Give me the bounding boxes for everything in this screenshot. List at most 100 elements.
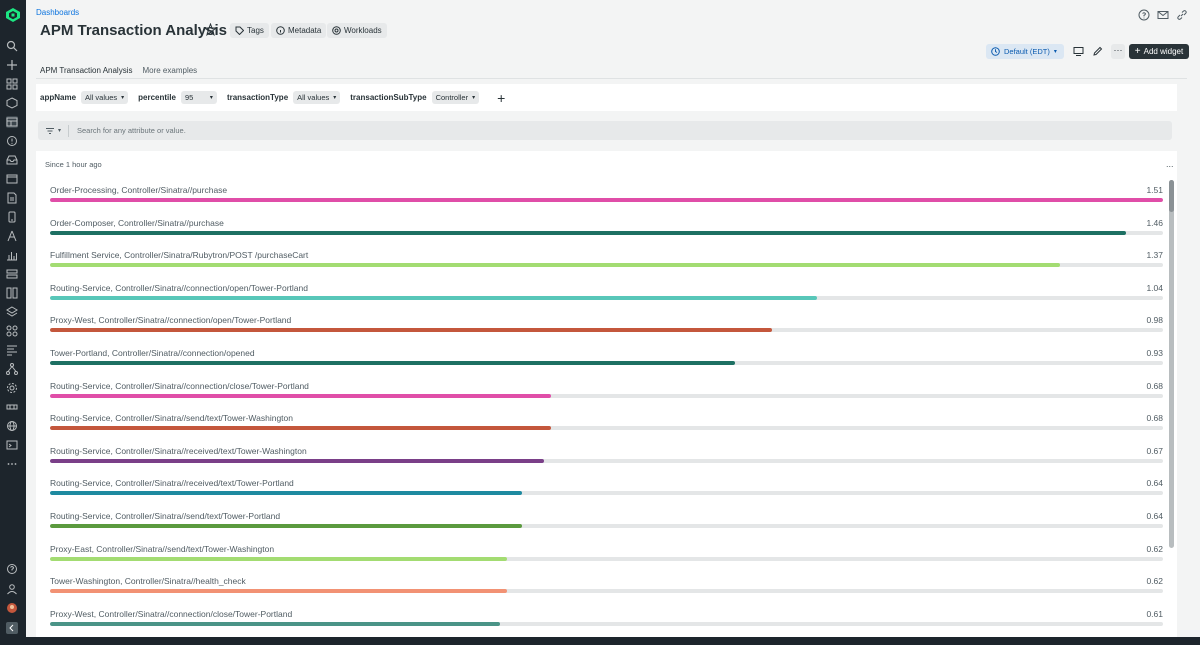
variable-label-transactionsubtype: transactionSubType [350, 93, 427, 102]
help-icon[interactable] [6, 563, 18, 575]
tags-button[interactable]: Tags [230, 23, 269, 38]
logs-icon[interactable] [6, 192, 18, 204]
search-divider [68, 124, 69, 137]
more-options-button[interactable]: ··· [1111, 44, 1125, 59]
help-circle-icon[interactable] [1138, 9, 1150, 21]
globe-icon[interactable] [6, 420, 18, 432]
bar-row[interactable]: Routing-Service, Controller/Sinatra//sen… [50, 511, 1163, 541]
add-widget-button[interactable]: + Add widget [1129, 44, 1189, 59]
link-icon[interactable] [1176, 9, 1188, 21]
transactionsubtype-select[interactable]: Controller ▾ [431, 91, 480, 104]
bar-track [50, 361, 1163, 365]
bar-track [50, 295, 1163, 300]
browser-icon[interactable] [6, 173, 18, 185]
bar-value: 1.51 [1146, 185, 1163, 195]
collapse-nav-icon[interactable] [6, 622, 18, 634]
dashboards-icon[interactable] [6, 116, 18, 128]
bar-row[interactable]: Order-Composer, Controller/Sinatra//purc… [50, 218, 1163, 248]
bar-row[interactable]: Routing-Service, Controller/Sinatra//rec… [50, 478, 1163, 508]
bar-label: Proxy-West, Controller/Sinatra//connecti… [50, 315, 292, 326]
bar-track [50, 458, 1163, 463]
metrics-icon[interactable] [6, 249, 18, 261]
bar-fill [50, 295, 817, 300]
mobile-icon[interactable] [6, 211, 18, 223]
filter-search-bar[interactable]: ▾ Search for any attribute or value. [38, 121, 1172, 140]
percentile-value: 95 [184, 93, 194, 102]
bar-row[interactable]: Routing-Service, Controller/Sinatra//con… [50, 283, 1163, 313]
synthetics-icon[interactable] [6, 230, 18, 242]
bar-label: Routing-Service, Controller/Sinatra//sen… [50, 413, 293, 424]
bar-row[interactable]: Proxy-West, Controller/Sinatra//connecti… [50, 609, 1163, 639]
more-nav-icon[interactable] [6, 458, 18, 470]
bar-label: Routing-Service, Controller/Sinatra//con… [50, 380, 309, 391]
transactiontype-value: All values [297, 93, 330, 102]
integrations-icon[interactable] [6, 325, 18, 337]
chevron-down-icon: ▾ [121, 95, 125, 101]
bar-value: 1.04 [1146, 282, 1163, 293]
metadata-button[interactable]: Metadata [271, 23, 327, 38]
tags-label: Tags [247, 26, 264, 35]
service-map-icon[interactable] [6, 363, 18, 375]
tab-divider [36, 78, 1187, 79]
scrollbar-thumb[interactable] [1169, 180, 1174, 212]
terminal-icon[interactable] [6, 439, 18, 451]
new-relic-logo-icon[interactable] [5, 7, 21, 23]
bar-row[interactable]: Routing-Service, Controller/Sinatra//con… [50, 381, 1163, 411]
bar-fill [50, 491, 522, 496]
bar-row[interactable]: Routing-Service, Controller/Sinatra//sen… [50, 413, 1163, 443]
percentile-select[interactable]: 95 ▾ [180, 91, 217, 104]
timezone-picker-button[interactable]: Default (EDT) ▾ [986, 44, 1064, 59]
bar-fill [50, 230, 1127, 235]
bar-row[interactable]: Fulfillment Service, Controller/Sinatra/… [50, 250, 1163, 280]
bar-row[interactable]: Proxy-East, Controller/Sinatra//send/tex… [50, 544, 1163, 574]
bar-track [50, 491, 1163, 496]
bar-label: Routing-Service, Controller/Sinatra//rec… [50, 478, 294, 489]
bar-row[interactable]: Tower-Portland, Controller/Sinatra//conn… [50, 348, 1163, 378]
kubernetes-icon[interactable] [6, 287, 18, 299]
edit-pencil-icon[interactable] [1091, 45, 1104, 58]
bar-row[interactable]: Order-Processing, Controller/Sinatra//pu… [50, 185, 1163, 215]
network-icon[interactable] [6, 401, 18, 413]
entities-icon[interactable] [6, 97, 18, 109]
bar-track [50, 621, 1163, 626]
bar-label: Routing-Service, Controller/Sinatra//sen… [50, 511, 281, 521]
workloads-button[interactable]: Workloads [327, 23, 387, 38]
chevron-down-icon: ▾ [209, 95, 213, 101]
appname-select[interactable]: All values ▾ [81, 91, 129, 104]
timezone-label: Default (EDT) [1004, 47, 1050, 56]
bar-value: 0.64 [1146, 511, 1163, 521]
bar-track [50, 426, 1163, 431]
alerts-icon[interactable] [6, 135, 18, 147]
breadcrumb[interactable]: Dashboards [36, 8, 80, 17]
bar-fill [50, 426, 552, 431]
scrollbar-track[interactable] [1169, 180, 1174, 548]
bar-row[interactable]: Proxy-West, Controller/Sinatra//connecti… [50, 315, 1163, 345]
infrastructure-icon[interactable] [6, 268, 18, 280]
transactiontype-select[interactable]: All values ▾ [293, 91, 341, 104]
bar-row[interactable]: Routing-Service, Controller/Sinatra//rec… [50, 446, 1163, 476]
bar-row[interactable]: Tower-Washington, Controller/Sinatra//he… [50, 576, 1163, 606]
tab-more-examples[interactable]: More examples [142, 66, 198, 75]
avatar-icon[interactable] [6, 602, 18, 614]
tv-mode-icon[interactable] [1072, 45, 1085, 58]
widget-more-button[interactable]: ... [1166, 159, 1174, 169]
layers-icon[interactable] [6, 306, 18, 318]
inbox-icon[interactable] [6, 154, 18, 166]
add-data-icon[interactable] [6, 59, 18, 71]
search-icon[interactable] [6, 40, 18, 52]
bar-value: 0.62 [1146, 543, 1163, 554]
apps-grid-icon[interactable] [6, 78, 18, 90]
bar-track [50, 524, 1163, 528]
user-icon[interactable] [6, 583, 18, 595]
workloads-icon [332, 26, 341, 35]
add-widget-label: Add widget [1143, 47, 1184, 56]
settings-icon[interactable] [6, 382, 18, 394]
query-builder-icon[interactable] [6, 344, 18, 356]
bar-label: Routing-Service, Controller/Sinatra//con… [50, 282, 308, 293]
bar-label: Proxy-West, Controller/Sinatra//connecti… [50, 608, 293, 619]
add-variable-icon[interactable]: + [497, 89, 506, 106]
mail-icon[interactable] [1157, 9, 1169, 21]
search-input[interactable]: Search for any attribute or value. [77, 126, 186, 135]
star-icon[interactable] [204, 23, 217, 36]
filter-dropdown[interactable]: ▾ [38, 126, 68, 136]
